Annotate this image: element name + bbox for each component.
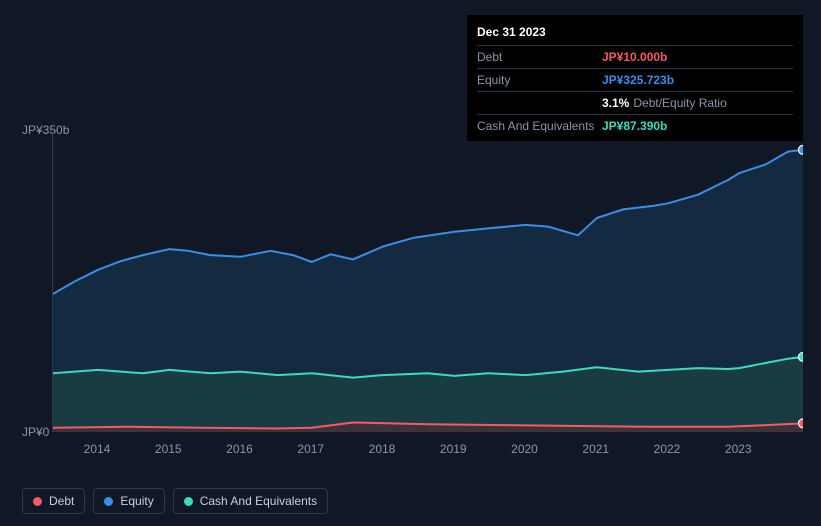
chart-plot xyxy=(52,130,802,432)
x-axis-label: 2021 xyxy=(582,442,609,456)
legend-item-cash[interactable]: Cash And Equivalents xyxy=(173,488,328,514)
tooltip-row-value: JP¥87.390b xyxy=(602,119,667,133)
legend-dot-icon xyxy=(104,497,113,506)
tooltip-rows: DebtJP¥10.000bEquityJP¥325.723b3.1%Debt/… xyxy=(477,45,793,137)
tooltip-row-label xyxy=(477,96,602,110)
x-axis-label: 2022 xyxy=(654,442,681,456)
x-axis: 2014 2015 2016 2017 2018 2019 2020 2021 2022 2023 xyxy=(52,442,802,462)
chart-tooltip: Dec 31 2023 DebtJP¥10.000bEquityJP¥325.7… xyxy=(467,15,803,141)
legend-dot-icon xyxy=(184,497,193,506)
x-axis-label: 2023 xyxy=(725,442,752,456)
legend-item-label: Equity xyxy=(120,494,153,508)
tooltip-row: 3.1%Debt/Equity Ratio xyxy=(477,91,793,114)
tooltip-row-label: Cash And Equivalents xyxy=(477,119,602,133)
x-axis-label: 2014 xyxy=(84,442,111,456)
tooltip-row: Cash And EquivalentsJP¥87.390b xyxy=(477,114,793,137)
tooltip-row-value: JP¥325.723b xyxy=(602,73,674,87)
x-axis-label: 2016 xyxy=(226,442,253,456)
tooltip-row-value: 3.1%Debt/Equity Ratio xyxy=(602,96,727,110)
chart-area: JP¥350b JP¥0 201420152016201720182019202… xyxy=(22,130,800,468)
legend-item-equity[interactable]: Equity xyxy=(93,488,164,514)
x-axis-label: 2020 xyxy=(511,442,538,456)
x-axis-label: 2015 xyxy=(155,442,182,456)
tooltip-date: Dec 31 2023 xyxy=(477,21,793,45)
tooltip-row-value: JP¥10.000b xyxy=(602,50,667,64)
tooltip-row: DebtJP¥10.000b xyxy=(477,45,793,68)
y-axis-label-min: JP¥0 xyxy=(22,425,49,439)
legend-item-label: Cash And Equivalents xyxy=(200,494,317,508)
tooltip-row: EquityJP¥325.723b xyxy=(477,68,793,91)
x-axis-label: 2017 xyxy=(297,442,324,456)
tooltip-row-suffix: Debt/Equity Ratio xyxy=(633,96,726,110)
x-axis-label: 2018 xyxy=(369,442,396,456)
legend-item-label: Debt xyxy=(49,494,74,508)
tooltip-row-label: Debt xyxy=(477,50,602,64)
x-axis-label: 2019 xyxy=(440,442,467,456)
chart-legend: Debt Equity Cash And Equivalents xyxy=(22,488,328,514)
tooltip-row-label: Equity xyxy=(477,73,602,87)
legend-item-debt[interactable]: Debt xyxy=(22,488,85,514)
legend-dot-icon xyxy=(33,497,42,506)
